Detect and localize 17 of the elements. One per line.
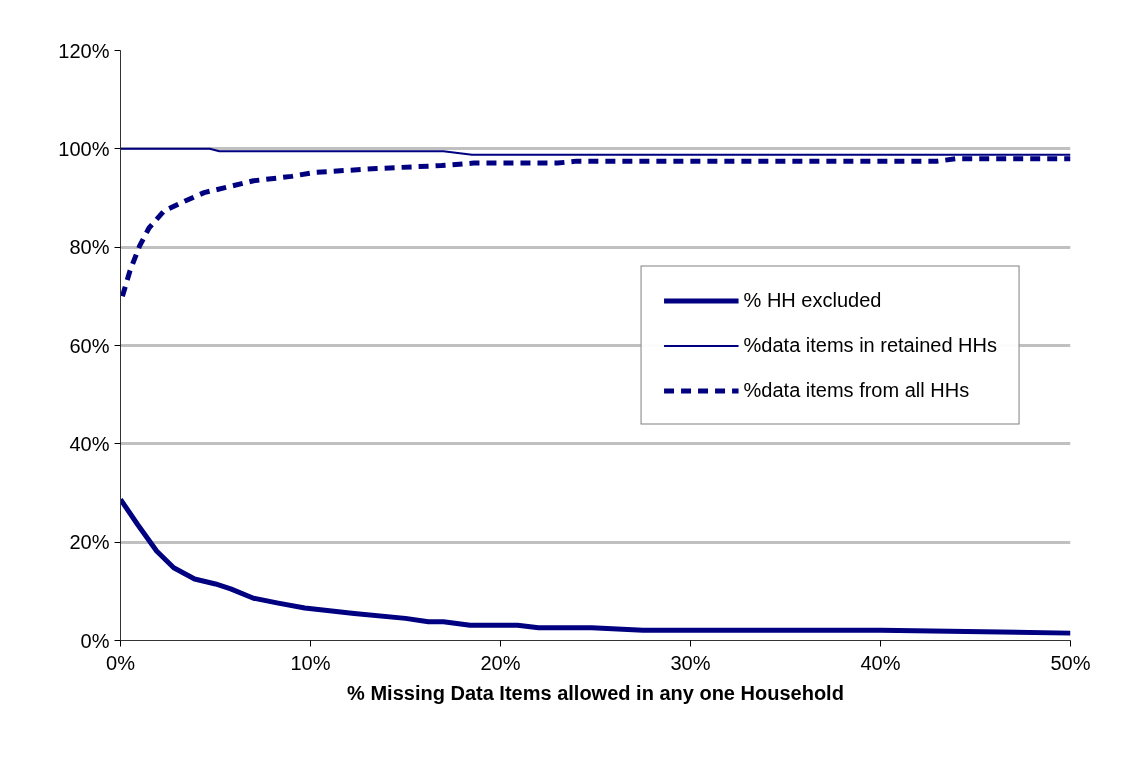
- y-tick-label: 60%: [69, 334, 110, 357]
- y-tick-label: 80%: [69, 236, 110, 259]
- legend-label: %data items from all HHs: [743, 378, 970, 402]
- x-tick-label: 20%: [480, 651, 521, 674]
- y-tick-label: 100%: [58, 137, 110, 160]
- legend-label: %data items in retained HHs: [743, 333, 997, 357]
- x-tick-label: 30%: [670, 651, 711, 674]
- x-tick-label: 10%: [290, 651, 331, 674]
- x-tick-label: 40%: [860, 651, 901, 674]
- x-tick-label: 0%: [106, 651, 136, 674]
- y-tick-label: 20%: [69, 531, 110, 554]
- legend-label: % HH excluded: [743, 288, 882, 312]
- x-tick-label: 50%: [1050, 651, 1091, 674]
- y-tick-label: 40%: [69, 432, 110, 455]
- y-tick-label: 0%: [80, 629, 110, 652]
- x-axis-title: % Missing Data Items allowed in any one Household: [347, 681, 844, 704]
- y-tick-label: 120%: [58, 39, 110, 62]
